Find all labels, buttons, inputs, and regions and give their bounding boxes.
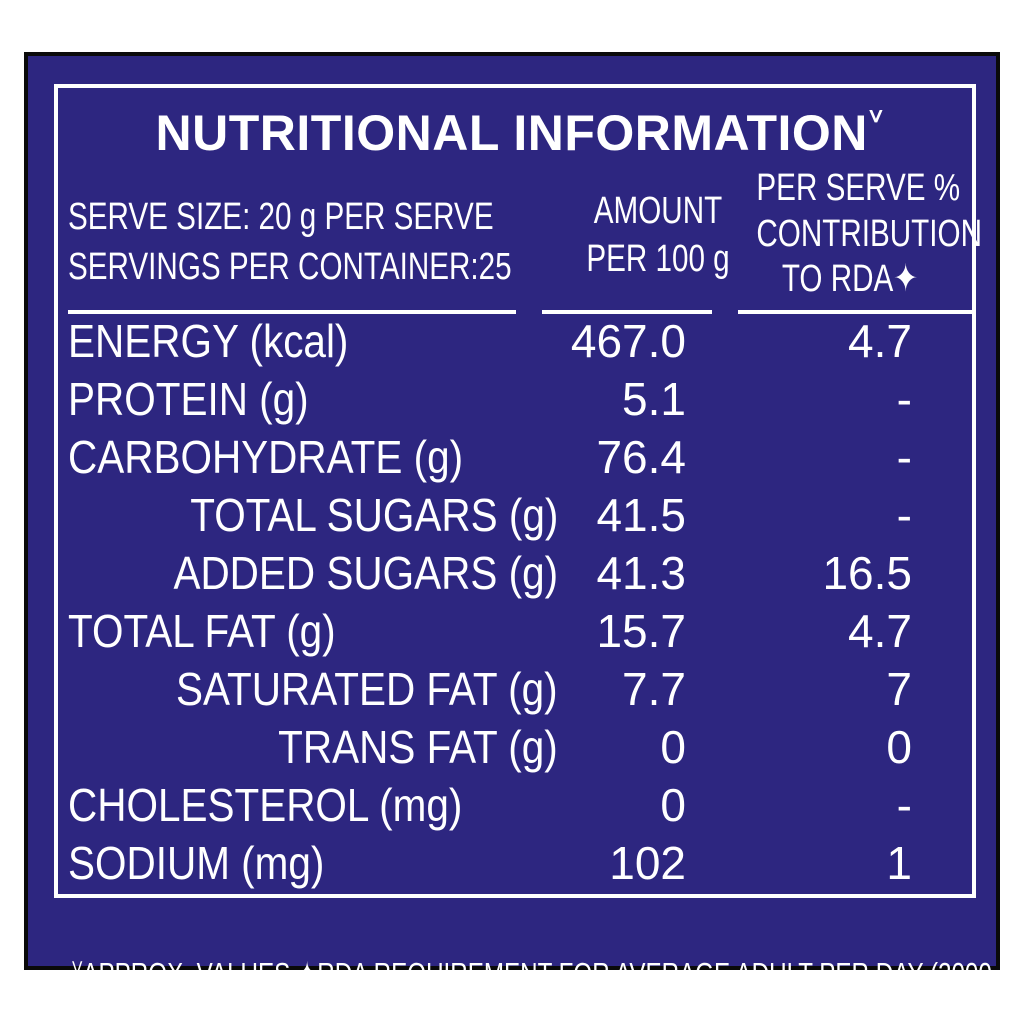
amount-per-100g: 15.7 xyxy=(596,605,686,657)
rda-percent: 1 xyxy=(886,837,912,889)
rda-percent: - xyxy=(896,373,912,425)
nutrient-name: TOTAL SUGARS (g) xyxy=(189,489,558,541)
rda-percent: 16.5 xyxy=(822,547,912,599)
table-row: CARBOHYDRATE (g) 76.4 - xyxy=(58,430,980,488)
nutrient-name: PROTEIN (g) xyxy=(68,373,309,425)
table-row: TOTAL SUGARS (g) 41.5 - xyxy=(58,488,980,546)
nutrient-name: ENERGY (kcal) xyxy=(68,315,349,367)
amount-per-100g: 76.4 xyxy=(596,431,686,483)
rda-percent: - xyxy=(896,431,912,483)
label-title: NUTRITIONAL INFORMATIONⱽ xyxy=(155,105,883,161)
amount-per-100g: 467.0 xyxy=(570,315,686,367)
nutrient-name: SATURATED FAT (g) xyxy=(176,663,558,715)
nutrient-name: SODIUM (mg) xyxy=(68,837,325,889)
serve-size: SERVE SIZE: 20 g PER SERVE xyxy=(68,196,494,238)
rda-percent: 0 xyxy=(886,721,912,773)
table-row: TRANS FAT (g) 0 0 xyxy=(58,720,980,778)
amount-per-100g: 102 xyxy=(609,837,686,889)
rda-percent: 7 xyxy=(886,663,912,715)
header-rule-amount xyxy=(542,310,712,314)
table-row: SODIUM (mg) 102 1 xyxy=(58,836,980,894)
table-row: ADDED SUGARS (g) 41.3 16.5 xyxy=(58,546,980,604)
nutrient-name: ADDED SUGARS (g) xyxy=(173,547,558,599)
nutrition-label: NUTRITIONAL INFORMATIONⱽ SERVE SIZE: 20 … xyxy=(24,52,1024,991)
amount-column-header: AMOUNT PER 100 g xyxy=(586,190,730,280)
rda-percent: - xyxy=(896,489,912,541)
rda-percent: 4.7 xyxy=(848,605,912,657)
rda-percent: - xyxy=(896,779,912,831)
table-row: ENERGY (kcal) 467.0 4.7 xyxy=(58,314,980,372)
table-row: SATURATED FAT (g) 7.7 7 xyxy=(58,662,980,720)
amount-per-100g: 41.3 xyxy=(596,547,686,599)
amount-per-100g: 41.5 xyxy=(596,489,686,541)
table-row: TOTAL FAT (g) 15.7 4.7 xyxy=(58,604,980,662)
label-frame: NUTRITIONAL INFORMATIONⱽ SERVE SIZE: 20 … xyxy=(54,84,1024,991)
amount-per-100g: 7.7 xyxy=(622,663,686,715)
table-row: CHOLESTEROL (mg) 0 - xyxy=(58,778,980,836)
footnote: ⱽAPPROX. VALUES ✦RDA REQUIREMENT FOR AVE… xyxy=(72,956,1024,991)
table-row: PROTEIN (g) 5.1 - xyxy=(58,372,980,430)
header-rule-rda xyxy=(738,310,974,314)
amount-per-100g: 5.1 xyxy=(622,373,686,425)
approx-mark-icon: ⱽ xyxy=(869,106,883,137)
amount-per-100g: 0 xyxy=(660,779,686,831)
nutrient-name: CARBOHYDRATE (g) xyxy=(68,431,464,483)
servings-per-container: SERVINGS PER CONTAINER:25 xyxy=(68,246,512,288)
rda-column-header: PER SERVE % CONTRIBUTION TO RDA✦ xyxy=(756,167,982,301)
rda-percent: 4.7 xyxy=(848,315,912,367)
header-rule-nutrient xyxy=(68,310,516,314)
nutrient-name: TOTAL FAT (g) xyxy=(68,605,336,657)
amount-per-100g: 0 xyxy=(660,721,686,773)
nutrient-name: CHOLESTEROL (mg) xyxy=(68,779,463,831)
nutrient-name: TRANS FAT (g) xyxy=(278,721,558,773)
